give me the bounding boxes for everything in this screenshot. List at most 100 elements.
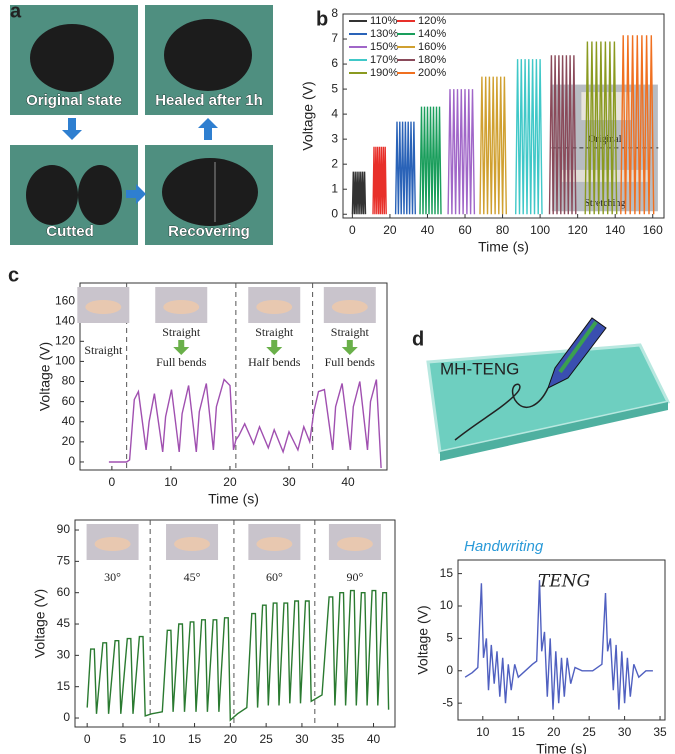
x-tick-label: 15: [188, 732, 202, 746]
y-tick-label: 40: [62, 414, 76, 428]
x-tick-label: 35: [653, 725, 667, 739]
y-tick-label: 0: [331, 206, 338, 220]
data-line: [479, 76, 507, 215]
plot-frame: [342, 13, 665, 219]
y-tick-label: 5: [331, 81, 338, 95]
y-axis-label: Voltage (V): [300, 81, 316, 150]
sample: [164, 19, 252, 91]
y-tick-label: 45: [57, 616, 71, 630]
arrow: [173, 340, 190, 355]
x-tick-label: 25: [582, 725, 596, 739]
legend-label: 200%: [418, 67, 446, 79]
x-tick-label: 40: [367, 732, 381, 746]
y-tick-label: 75: [57, 554, 71, 568]
data-line: [394, 121, 416, 215]
x-tick-label: 30: [295, 732, 309, 746]
y-axis-label: Voltage (V): [37, 342, 53, 411]
data-line: [419, 106, 442, 215]
y-tick-label: 15: [57, 679, 71, 693]
x-tick-label: 10: [152, 732, 166, 746]
y-axis-label: Voltage (V): [32, 589, 48, 658]
inset-label: Original: [588, 134, 622, 145]
data-line: [620, 35, 655, 215]
x-axis-label: Time (s): [208, 491, 259, 507]
hand: [174, 537, 211, 551]
y-tick-label: 1: [331, 181, 338, 195]
y-tick-label: 15: [440, 566, 454, 580]
data-line: [351, 171, 367, 215]
arrow: [341, 340, 358, 355]
y-tick-label: 2: [331, 156, 338, 170]
hand: [331, 300, 368, 314]
sample: [78, 165, 122, 225]
annotation: Straight: [84, 343, 123, 357]
y-tick-label: 120: [55, 333, 75, 347]
y-tick-label: 6: [331, 56, 338, 70]
hand: [336, 537, 373, 551]
x-tick-label: 160: [643, 223, 663, 237]
data-line: [464, 580, 653, 710]
slab-edge: [440, 402, 668, 461]
y-tick-label: 8: [331, 6, 338, 20]
illustration: MH-TENG: [426, 317, 671, 461]
sample: [162, 158, 258, 226]
hand: [94, 537, 131, 551]
y-tick-label: -5: [442, 695, 453, 709]
y-tick-label: 90: [57, 522, 71, 536]
x-tick-label: 5: [120, 732, 127, 746]
x-axis-label: Time (s): [478, 239, 529, 255]
illustration-label: MH-TENG: [440, 359, 519, 378]
data-line: [584, 41, 618, 215]
y-tick-label: 5: [446, 631, 453, 645]
x-tick-label: 60: [458, 223, 472, 237]
photo-panel: Original state Healed after 1h Cutted Re…: [10, 5, 273, 245]
legend-label: 170%: [370, 54, 398, 66]
x-tick-label: 20: [224, 732, 238, 746]
annotation: Full bends: [156, 355, 207, 369]
y-tick-label: 80: [62, 374, 76, 388]
y-tick-label: 0: [446, 663, 453, 677]
annotation: 60°: [266, 570, 283, 584]
hand: [256, 537, 293, 551]
sample: [26, 165, 78, 225]
annotation: TENG: [538, 572, 590, 592]
legend-label: 190%: [370, 67, 398, 79]
panel-label: c: [8, 264, 19, 286]
x-tick-label: 20: [223, 475, 237, 489]
hand: [85, 300, 122, 314]
data-line: [372, 146, 387, 215]
y-tick-label: 100: [55, 354, 75, 368]
annotation: 90°: [347, 570, 364, 584]
hand: [256, 300, 293, 314]
x-tick-label: 100: [530, 223, 550, 237]
annotation: Full bends: [325, 355, 376, 369]
arrow: [62, 118, 82, 140]
annotation: Straight: [162, 325, 201, 339]
x-axis-label: Time (s): [536, 741, 587, 754]
x-tick-label: 10: [476, 725, 490, 739]
y-tick-label: 60: [62, 394, 76, 408]
legend-label: 130%: [370, 28, 398, 40]
y-tick-label: 160: [55, 293, 75, 307]
y-tick-label: 0: [63, 710, 70, 724]
data-line: [515, 59, 543, 215]
panel-label: a: [10, 0, 22, 22]
legend-label: 140%: [418, 28, 446, 40]
data-line: [108, 378, 382, 469]
photo-caption: Recovering: [168, 223, 250, 240]
y-tick-label: 7: [331, 31, 338, 45]
legend-label: 120%: [418, 15, 446, 27]
pencil-stripe: [558, 320, 598, 374]
annotation: Half bends: [248, 355, 301, 369]
x-tick-label: 20: [547, 725, 561, 739]
y-tick-label: 140: [55, 313, 75, 327]
annotation: 45°: [184, 570, 201, 584]
y-tick-label: 10: [440, 598, 454, 612]
y-tick-label: 3: [331, 131, 338, 145]
inset-label: Stretching: [584, 198, 625, 209]
x-tick-label: 20: [383, 223, 397, 237]
x-tick-label: 35: [331, 732, 345, 746]
y-tick-label: 20: [62, 434, 76, 448]
x-tick-label: 15: [512, 725, 526, 739]
